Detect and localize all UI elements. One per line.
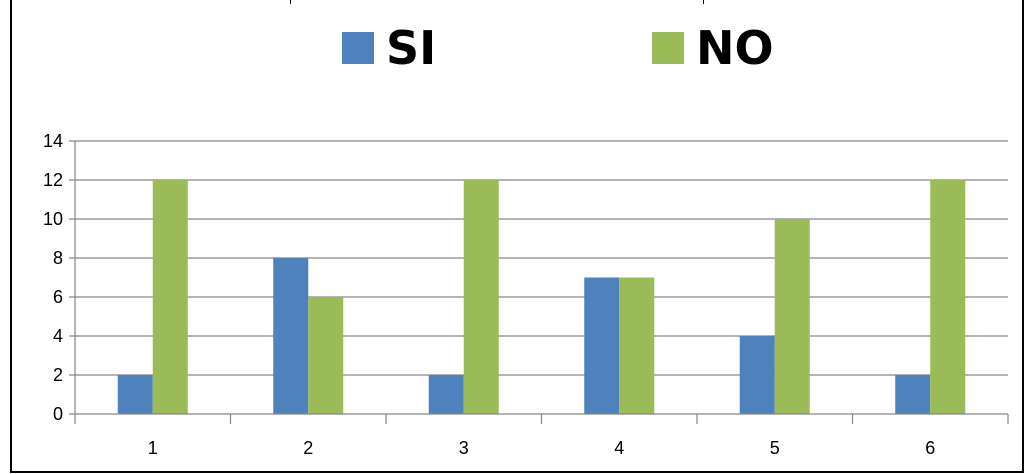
y-tick-label: 8: [53, 248, 63, 268]
bar-si-4: [584, 277, 620, 414]
y-tick-label: 4: [53, 326, 63, 346]
bar-no-2: [308, 297, 344, 414]
x-tick-label: 2: [303, 438, 313, 458]
legend: SI NO: [0, 0, 1026, 100]
bar-si-2: [273, 258, 309, 414]
x-tick-label: 6: [925, 438, 935, 458]
bar-si-3: [428, 375, 464, 414]
gridlines: [75, 140, 1008, 376]
y-tick-label: 14: [43, 131, 63, 151]
y-tick-label: 6: [53, 287, 63, 307]
legend-label-si: SI: [386, 21, 437, 75]
bar-no-1: [152, 180, 188, 414]
bar-si-5: [739, 336, 775, 414]
y-tick-label: 0: [53, 404, 63, 424]
bar-si-1: [117, 375, 153, 414]
legend-swatch-no: [652, 32, 684, 64]
chart-frame: [10, 0, 1024, 473]
bar-no-6: [930, 180, 966, 414]
bar-no-3: [463, 180, 499, 414]
frame-tick-left: [290, 0, 291, 4]
y-tick-label: 10: [43, 209, 63, 229]
frame-tick-right: [703, 0, 704, 4]
bar-no-4: [619, 277, 655, 414]
legend-item-si: SI: [342, 21, 437, 75]
x-tick-label: 1: [148, 438, 158, 458]
x-tick-label: 4: [614, 438, 624, 458]
x-tick-label: 3: [459, 438, 469, 458]
legend-item-no: NO: [652, 21, 774, 75]
x-tick-label: 5: [770, 438, 780, 458]
y-tick-label: 12: [43, 170, 63, 190]
bar-no-5: [774, 219, 810, 414]
bar-si-6: [895, 375, 931, 414]
legend-swatch-si: [342, 32, 374, 64]
y-tick-label: 2: [53, 365, 63, 385]
legend-label-no: NO: [696, 21, 774, 75]
bars: [117, 180, 966, 414]
